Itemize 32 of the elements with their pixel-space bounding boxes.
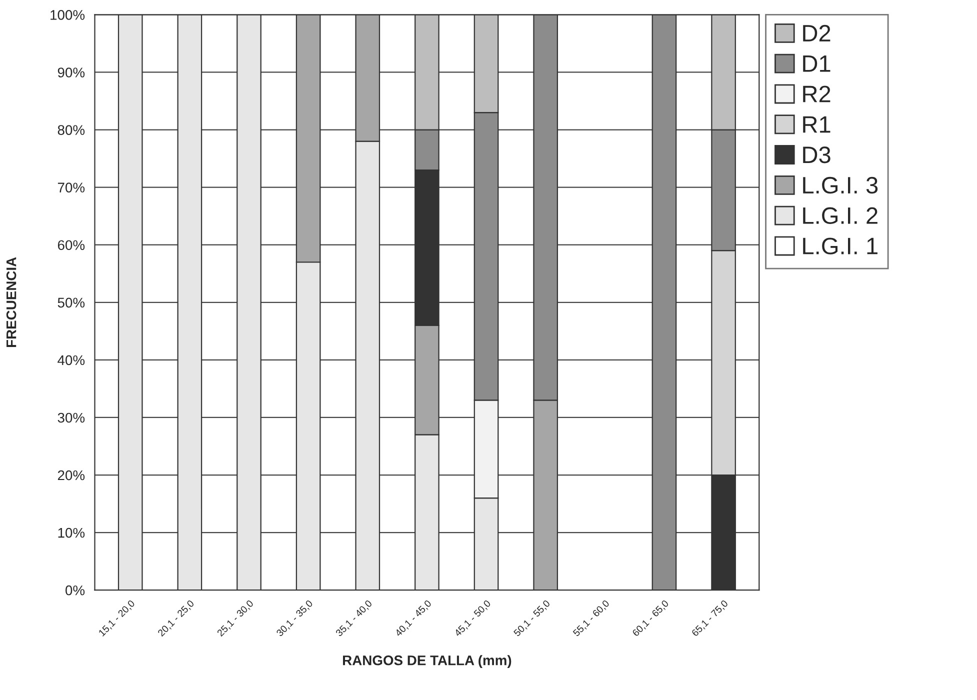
x-tick-label: 50,1 - 55,0 — [513, 600, 552, 638]
legend-label: L.G.I. 2 — [803, 207, 878, 224]
y-tick-label: 40% — [58, 355, 85, 366]
legend-label: R2 — [803, 86, 830, 102]
legend-label: D1 — [803, 56, 830, 72]
y-tick-label: 70% — [58, 182, 85, 192]
y-tick-label: 0% — [66, 585, 85, 596]
x-tick-label: 45,1 - 50,0 — [454, 600, 492, 638]
y-tick-label: 80% — [58, 125, 85, 135]
x-tick-label: 60,1 - 65,0 — [632, 600, 670, 638]
y-tick-label: 100% — [50, 10, 85, 20]
x-tick-label: 20,1 - 25,0 — [157, 600, 196, 638]
legend-label: D2 — [803, 24, 830, 42]
y-tick-label: 50% — [58, 298, 85, 308]
legend-label: R1 — [803, 116, 830, 133]
x-axis-title: RANGOS DE TALLA (mm) — [343, 655, 512, 668]
x-tick-label: 15,1 - 20,0 — [98, 600, 136, 638]
y-tick-label: 10% — [58, 528, 85, 538]
y-tick-label: 30% — [58, 412, 85, 423]
x-tick-label: 35,1 - 40,0 — [335, 600, 374, 638]
legend-label: L.G.I. 3 — [803, 176, 878, 194]
y-tick-label: 60% — [58, 240, 85, 250]
legend-label: L.G.I. 1 — [803, 238, 878, 254]
y-tick-label: 90% — [58, 68, 85, 78]
y-axis-title: FRECUENCIA — [6, 257, 16, 347]
y-tick-label: 20% — [58, 470, 85, 480]
x-tick-label: 65,1 - 75,0 — [691, 600, 730, 638]
x-tick-label: 25,1 - 30,0 — [216, 600, 255, 638]
x-tick-label: 40,1 - 45,0 — [394, 600, 433, 638]
legend-label: D3 — [803, 146, 830, 164]
x-tick-label: 30,1 - 35,0 — [276, 600, 314, 638]
x-tick-label: 55,1 - 60,0 — [572, 600, 610, 638]
